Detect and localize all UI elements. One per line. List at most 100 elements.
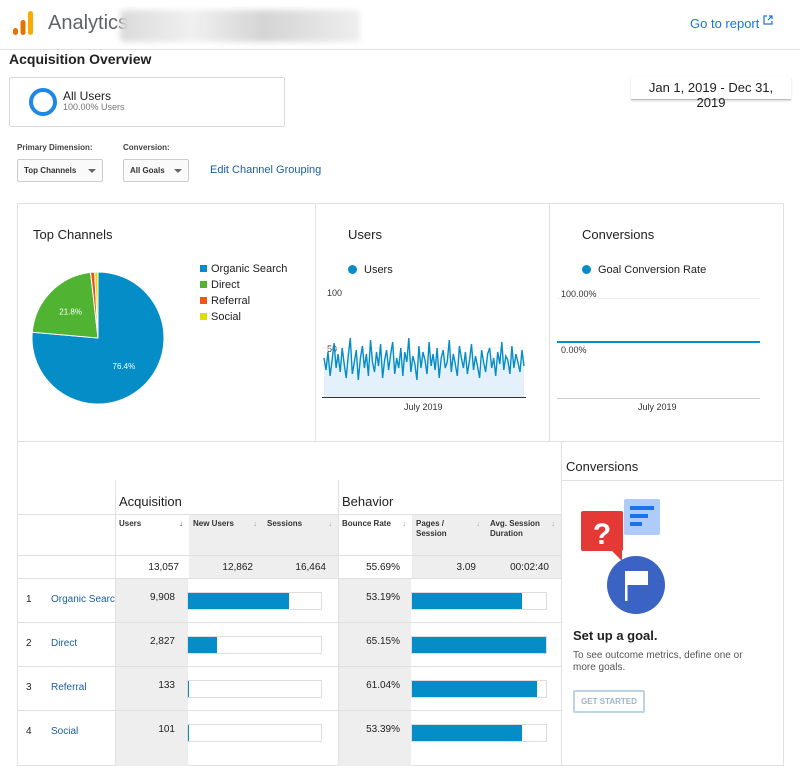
bounce-value: 61.04%	[366, 680, 400, 691]
users-y-mid: 50	[327, 344, 338, 354]
date-range-picker[interactable]: Jan 1, 2019 - Dec 31, 2019	[631, 77, 791, 110]
col-pages-session[interactable]: Pages / Session ↓	[412, 515, 486, 555]
segment-ring-icon	[29, 88, 57, 116]
top-bar: Analytics Go to report	[0, 0, 800, 50]
legend-direct: Direct	[200, 279, 240, 291]
total-users: 13,057	[148, 562, 179, 573]
pages-bar	[411, 724, 547, 742]
gridline	[557, 298, 760, 299]
primary-dimension-label: Primary Dimension:	[17, 143, 93, 152]
sessions-bar-fill	[188, 593, 290, 609]
sort-icon: ↓	[476, 519, 480, 528]
legend-label: Referral	[211, 295, 251, 307]
total-pages-session: 3.09	[412, 556, 486, 578]
legend-label: Direct	[211, 279, 240, 291]
row-number: 1	[26, 594, 32, 605]
divider	[338, 480, 339, 766]
x-axis	[557, 398, 760, 399]
col-users[interactable]: Users ↓	[115, 515, 189, 555]
bounce-value: 53.19%	[366, 592, 400, 603]
legend-swatch	[200, 280, 207, 288]
total-avg-duration: 00:02:40	[486, 556, 561, 578]
go-to-report-link[interactable]: Go to report	[690, 16, 760, 31]
users-legend-label: Users	[364, 264, 393, 276]
col-sessions[interactable]: Sessions ↓	[263, 515, 338, 555]
divider	[17, 555, 561, 556]
total-new-users: 12,862	[189, 556, 263, 578]
pie-slice-social[interactable]	[94, 271, 99, 339]
pages-bar	[411, 636, 547, 654]
top-channels-pie-chart[interactable]: 76.4% 21.8%	[30, 270, 166, 406]
analytics-logo-icon[interactable]	[12, 10, 34, 36]
sort-icon: ↓	[328, 519, 332, 528]
col-label: Avg. Session Duration	[490, 519, 540, 538]
sessions-bar	[187, 724, 322, 742]
pie-slice-label: 21.8%	[59, 307, 82, 316]
users-value: 101	[158, 724, 175, 735]
open-external-icon[interactable]	[763, 15, 773, 25]
conversion-value: All Goals	[130, 166, 165, 175]
legend-swatch	[200, 264, 207, 272]
users-area-fill	[324, 338, 524, 398]
divider	[549, 203, 550, 441]
divider	[561, 441, 562, 766]
sessions-bar	[187, 636, 322, 654]
goal-description: To see outcome metrics, define one or mo…	[573, 650, 743, 673]
conversion-x-label: July 2019	[638, 402, 677, 412]
sessions-bar-fill	[188, 637, 218, 653]
pages-bar	[411, 592, 547, 610]
conversion-y-min: 0.00%	[561, 345, 587, 355]
users-x-label: July 2019	[404, 402, 443, 412]
get-started-button[interactable]: GET STARTED	[573, 690, 645, 713]
users-value: 2,827	[149, 636, 175, 647]
divider	[115, 480, 116, 766]
legend-swatch	[200, 312, 207, 320]
conversion-legend-label: Goal Conversion Rate	[598, 264, 707, 276]
legend-social: Social	[200, 311, 241, 323]
primary-dimension-select[interactable]: Top Channels	[17, 159, 103, 182]
segment-percent: 100.00% Users	[63, 102, 125, 112]
channel-link[interactable]: Referral	[51, 682, 87, 693]
col-bounce-rate[interactable]: Bounce Rate ↓	[338, 515, 412, 555]
acquisition-header: Acquisition	[119, 494, 182, 509]
users-area-chart[interactable]	[322, 298, 526, 398]
channel-link[interactable]: Social	[51, 726, 79, 737]
legend-referral: Referral	[200, 295, 250, 307]
pie-slice-organic-search[interactable]	[31, 271, 165, 405]
conversion-select[interactable]: All Goals	[123, 159, 189, 182]
divider	[17, 622, 561, 623]
conversion-rate-line[interactable]	[557, 341, 760, 343]
channel-link[interactable]: Organic Search	[51, 594, 115, 605]
conversion-label: Conversion:	[123, 143, 170, 152]
top-channels-title: Top Channels	[33, 227, 113, 242]
divider	[315, 203, 316, 441]
bounce-value: 53.39%	[366, 724, 400, 735]
legend-organic-search: Organic Search	[200, 263, 287, 275]
behavior-header: Behavior	[342, 494, 394, 509]
app-name: Analytics	[48, 12, 129, 34]
col-label: Bounce Rate	[342, 519, 391, 528]
channel-link[interactable]: Direct	[51, 638, 78, 649]
users-series-line[interactable]	[323, 337, 525, 381]
account-selector[interactable]	[120, 10, 360, 42]
row-number: 4	[26, 726, 32, 737]
pie-slice-direct[interactable]	[31, 271, 99, 339]
bounce-column-bg	[338, 578, 411, 766]
users-value: 133	[158, 680, 175, 691]
pages-bar-fill	[412, 637, 546, 653]
sessions-bar	[187, 592, 322, 610]
col-label: New Users	[193, 519, 234, 528]
divider	[17, 441, 784, 442]
legend-label: Organic Search	[211, 263, 288, 275]
sessions-bar-fill	[188, 725, 190, 741]
segment-selector[interactable]: All Users 100.00% Users	[9, 77, 285, 127]
col-label: Users	[119, 519, 142, 528]
legend-label: Social	[211, 311, 241, 323]
conversion-legend: Goal Conversion Rate	[582, 264, 706, 276]
edit-channel-grouping-link[interactable]: Edit Channel Grouping	[210, 164, 322, 176]
pages-bar	[411, 680, 547, 698]
col-new-users[interactable]: New Users ↓	[189, 515, 263, 555]
col-avg-session-duration[interactable]: Avg. Session Duration ↓	[486, 515, 561, 555]
total-sessions: 16,464	[263, 556, 338, 578]
row-number: 2	[26, 638, 32, 649]
